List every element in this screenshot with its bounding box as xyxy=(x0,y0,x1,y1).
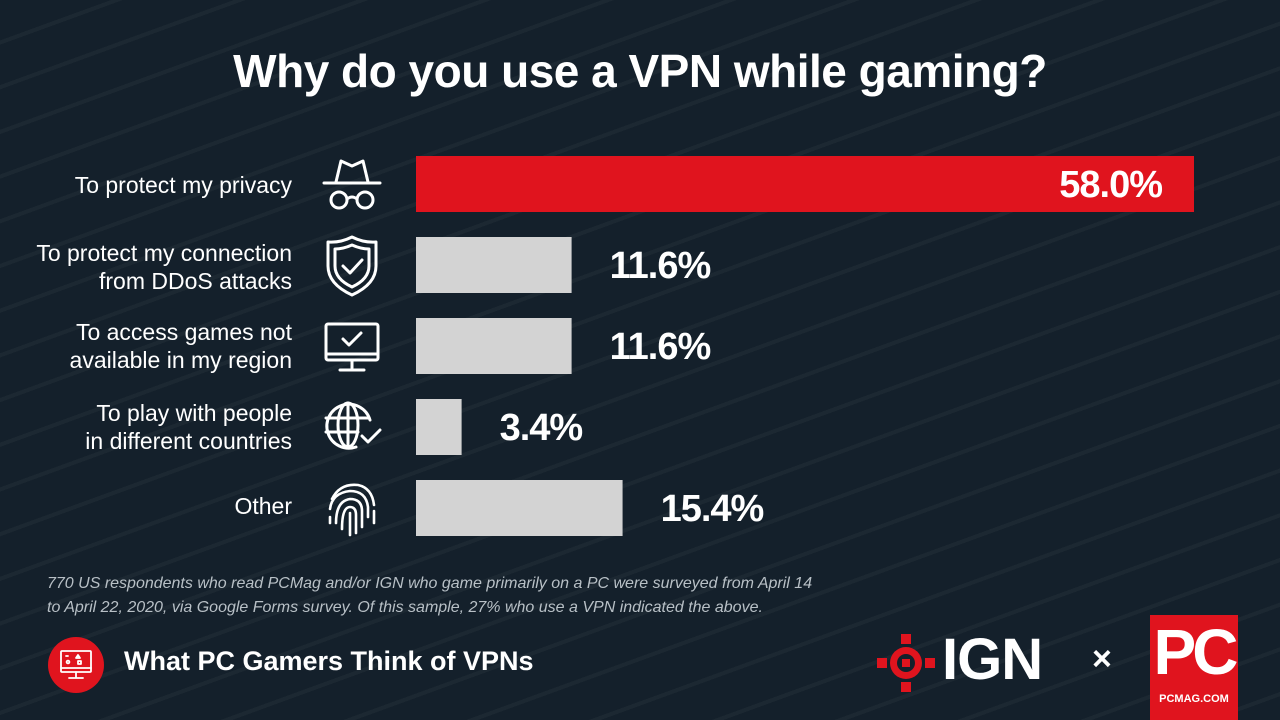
pcmag-logo-text: PC xyxy=(1153,616,1239,688)
category-label-privacy: To protect my privacy xyxy=(0,171,292,199)
globe-check-icon xyxy=(318,396,386,460)
bar xyxy=(416,399,462,455)
value-label: 11.6% xyxy=(610,245,711,287)
pc-monitor-icon xyxy=(48,637,104,693)
series-title: What PC Gamers Think of VPNs xyxy=(124,646,534,676)
category-label-line: available in my region xyxy=(69,347,292,373)
fingerprint-icon xyxy=(318,477,386,541)
separator: × xyxy=(1092,640,1112,678)
bar xyxy=(416,318,572,374)
footnote-line: 770 US respondents who read PCMag and/or… xyxy=(47,575,813,592)
category-label-line: in different countries xyxy=(85,428,292,454)
shield-check-icon xyxy=(318,234,386,298)
footnote-line: to April 22, 2020, via Google Forms surv… xyxy=(47,599,763,616)
value-label: 15.4% xyxy=(661,488,764,530)
bar xyxy=(416,237,572,293)
bar-chart: 58.0% 11.6% 11.6% 3.4% 15.4% xyxy=(416,156,1194,536)
pcmag-logo-sub: PCMAG.COM xyxy=(1159,693,1229,705)
category-label-other: Other xyxy=(0,492,292,520)
chart-title: Why do you use a VPN while gaming? xyxy=(233,45,1047,97)
bar xyxy=(416,156,1194,212)
ign-logo-text: IGN xyxy=(942,627,1043,692)
category-label-countries: To play with people in different countri… xyxy=(0,399,292,455)
spy-incognito-icon xyxy=(318,152,386,216)
category-label-line: from DDoS attacks xyxy=(99,268,292,294)
category-label-line: To protect my privacy xyxy=(74,172,292,198)
value-label: 58.0% xyxy=(1059,164,1162,206)
value-label: 3.4% xyxy=(500,407,583,449)
footnote: 770 US respondents who read PCMag and/or… xyxy=(47,572,847,620)
category-label-line: To access games not xyxy=(75,319,292,345)
ign-logo-icon xyxy=(877,634,935,692)
pcmag-logo: PC PCMAG.COM xyxy=(1150,615,1238,720)
value-label: 11.6% xyxy=(610,326,711,368)
bar xyxy=(416,480,623,536)
category-label-line: Other xyxy=(234,493,292,519)
category-label-line: To play with people xyxy=(96,400,292,426)
category-label-region: To access games not available in my regi… xyxy=(0,318,292,374)
category-label-ddos: To protect my connection from DDoS attac… xyxy=(0,239,292,295)
category-label-line: To protect my connection xyxy=(36,240,292,266)
monitor-check-icon xyxy=(318,316,386,380)
